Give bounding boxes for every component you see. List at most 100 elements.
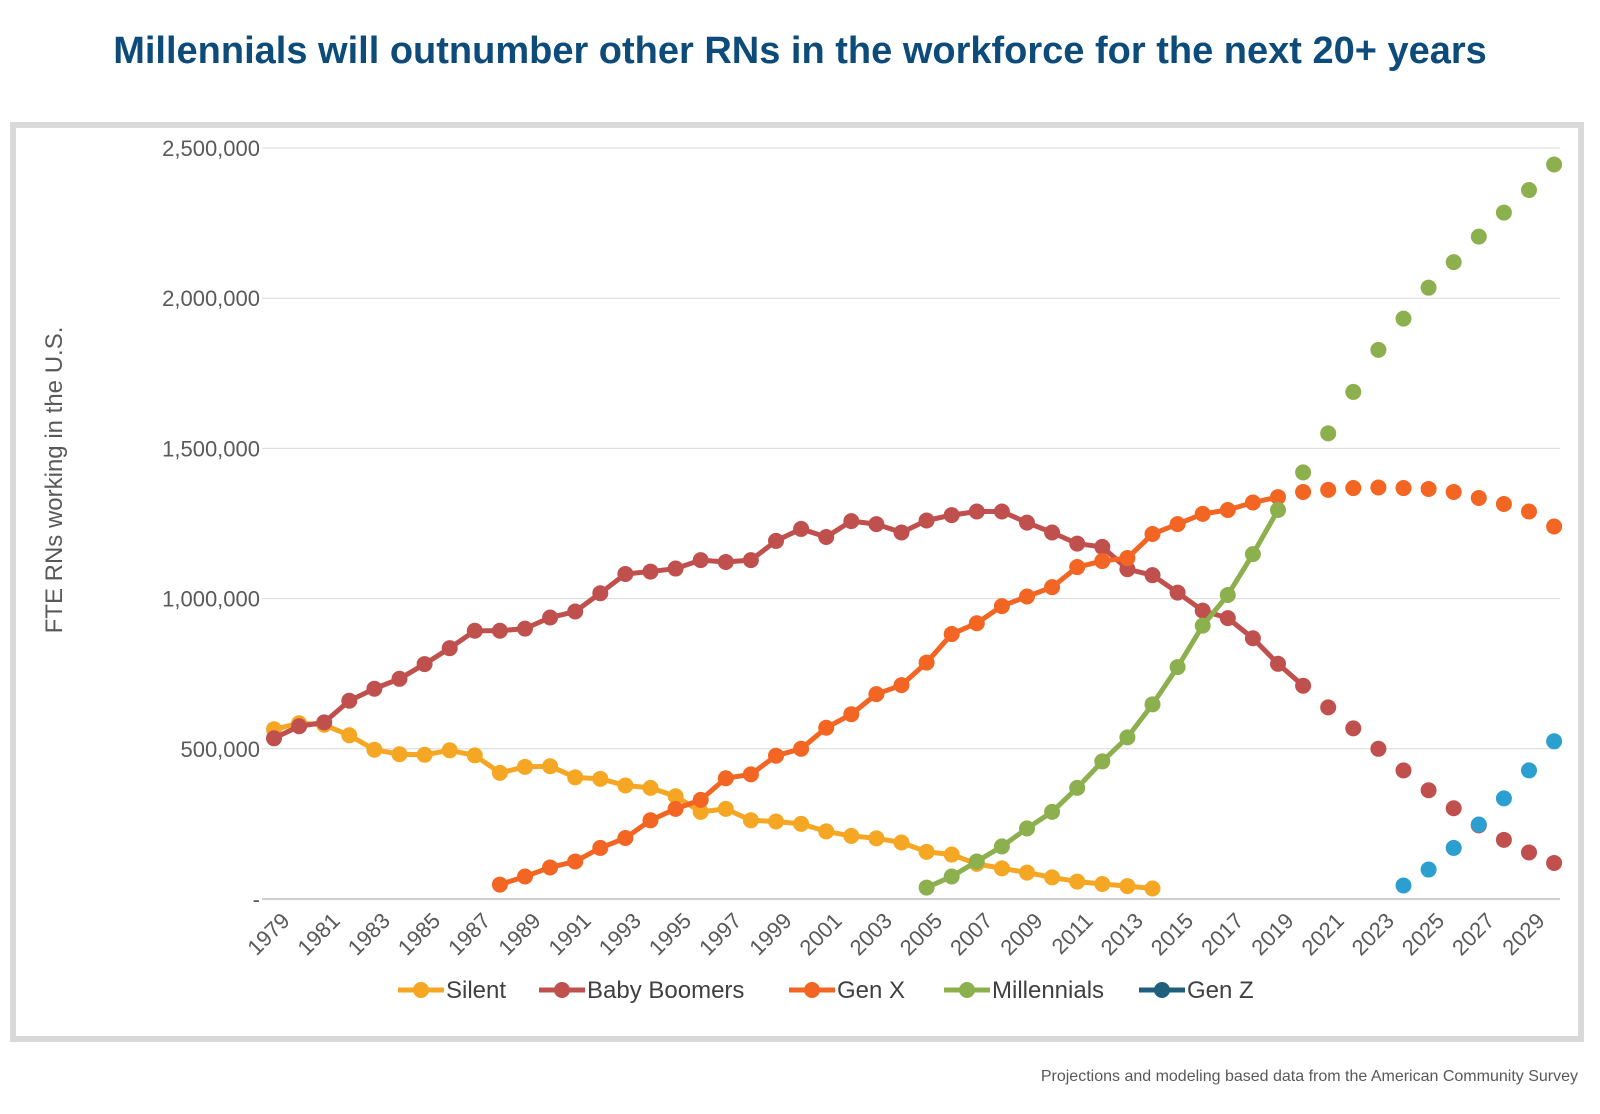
data-point-gen-x xyxy=(768,747,784,764)
data-point-gen-x xyxy=(1420,480,1437,497)
data-point-millennials xyxy=(993,838,1010,855)
x-tick-label: 1991 xyxy=(544,908,596,960)
legend-swatch-marker xyxy=(413,982,429,998)
data-point-millennials xyxy=(1044,803,1061,820)
legend-swatch-marker xyxy=(1154,982,1170,998)
data-point-silent xyxy=(567,769,584,786)
data-point-gen-x xyxy=(893,677,910,694)
y-tick-label: 2,500,000 xyxy=(162,136,260,161)
chart-frame xyxy=(10,122,1584,1042)
data-point-gen-x xyxy=(1295,483,1312,500)
legend-label: Gen X xyxy=(837,977,905,1004)
series-millennials xyxy=(918,156,1563,896)
x-tick-label: 1993 xyxy=(594,908,646,960)
data-point-baby-boomers xyxy=(768,532,784,549)
data-point-millennials xyxy=(943,868,960,885)
data-point-silent xyxy=(1019,864,1035,881)
data-point-millennials xyxy=(1470,228,1487,245)
data-point-gen-x xyxy=(617,830,634,847)
data-point-silent xyxy=(1044,869,1061,886)
data-point-gen-x xyxy=(1044,579,1061,596)
data-point-gen-z xyxy=(1395,877,1412,894)
data-point-baby-boomers xyxy=(918,512,935,529)
data-point-baby-boomers xyxy=(1219,610,1236,627)
data-point-silent xyxy=(768,813,784,830)
y-tick-label: 1,000,000 xyxy=(162,587,260,612)
y-tick-label: 1,500,000 xyxy=(162,436,260,461)
series-silent xyxy=(266,715,1161,897)
data-point-gen-x xyxy=(1521,503,1537,520)
x-tick-label: 2019 xyxy=(1246,908,1298,960)
data-point-gen-x xyxy=(1345,480,1362,497)
data-point-millennials xyxy=(1219,586,1236,603)
data-point-silent xyxy=(667,788,684,805)
source-note: Projections and modeling based data from… xyxy=(1040,1068,1578,1085)
data-point-silent xyxy=(918,843,935,860)
data-point-baby-boomers xyxy=(692,552,709,569)
data-point-gen-x xyxy=(517,868,533,885)
data-point-baby-boomers xyxy=(1094,538,1111,555)
data-point-silent xyxy=(1119,878,1136,895)
data-point-gen-x xyxy=(843,706,860,723)
legend-swatch-marker xyxy=(959,982,975,998)
legend-item-gen-x: Gen X xyxy=(789,977,905,1004)
x-tick-label: 1995 xyxy=(644,908,696,960)
data-point-gen-x xyxy=(567,853,584,870)
data-point-millennials xyxy=(968,853,985,870)
data-point-millennials xyxy=(1094,753,1111,770)
data-point-silent xyxy=(617,777,634,794)
x-tick-label: 2013 xyxy=(1096,908,1148,960)
data-point-silent xyxy=(466,747,483,764)
data-point-baby-boomers xyxy=(717,553,734,570)
data-point-gen-x xyxy=(1169,516,1186,533)
data-point-silent xyxy=(993,860,1010,877)
x-tick-label: 2009 xyxy=(995,908,1047,960)
data-point-baby-boomers xyxy=(1345,720,1362,737)
chart-title: Millennials will outnumber other RNs in … xyxy=(113,30,1487,72)
data-point-millennials xyxy=(1521,182,1537,199)
data-point-gen-x xyxy=(1320,481,1337,498)
y-axis-label: FTE RNs working in the U.S. xyxy=(41,327,68,634)
data-point-baby-boomers xyxy=(1069,535,1086,552)
data-point-millennials xyxy=(1495,204,1512,221)
data-point-millennials xyxy=(1370,341,1387,358)
data-point-gen-x xyxy=(1395,480,1412,497)
data-point-millennials xyxy=(1295,464,1312,481)
data-point-baby-boomers xyxy=(667,560,684,577)
x-tick-label: 2027 xyxy=(1447,908,1499,960)
data-point-millennials xyxy=(1019,820,1035,837)
series-gen-x xyxy=(491,479,1563,893)
x-tick-label: 2015 xyxy=(1146,908,1198,960)
data-point-silent xyxy=(391,746,408,763)
legend: Silent Baby Boomers Gen X Millennials Gen Z xyxy=(398,977,1254,1004)
data-point-silent xyxy=(341,727,358,744)
data-point-millennials xyxy=(1194,617,1211,634)
data-point-baby-boomers xyxy=(893,524,910,541)
data-point-gen-x xyxy=(1370,479,1387,496)
x-tick-label: 2017 xyxy=(1196,908,1248,960)
data-point-gen-x xyxy=(993,598,1010,615)
x-tick-label: 1999 xyxy=(744,908,796,960)
data-point-baby-boomers xyxy=(491,622,508,639)
x-tick-label: 2007 xyxy=(945,908,997,960)
data-point-baby-boomers xyxy=(1144,567,1161,584)
x-tick-label: 2021 xyxy=(1297,908,1349,960)
data-point-silent xyxy=(692,803,709,820)
data-point-gen-x xyxy=(1119,550,1136,567)
data-point-millennials xyxy=(1345,383,1362,400)
data-point-gen-x xyxy=(793,740,810,757)
data-point-silent xyxy=(592,770,609,787)
data-point-gen-x xyxy=(692,791,709,808)
x-tick-label: 2023 xyxy=(1347,908,1399,960)
data-point-silent xyxy=(1144,880,1161,897)
data-point-gen-x xyxy=(592,839,609,856)
data-point-baby-boomers xyxy=(1546,854,1563,871)
data-point-gen-z xyxy=(1470,816,1487,833)
data-point-millennials xyxy=(1144,696,1161,713)
data-point-baby-boomers xyxy=(1370,740,1387,757)
data-point-baby-boomers xyxy=(466,622,483,639)
data-point-baby-boomers xyxy=(742,552,759,569)
data-point-gen-x xyxy=(1270,489,1286,506)
data-point-millennials xyxy=(1069,779,1086,796)
